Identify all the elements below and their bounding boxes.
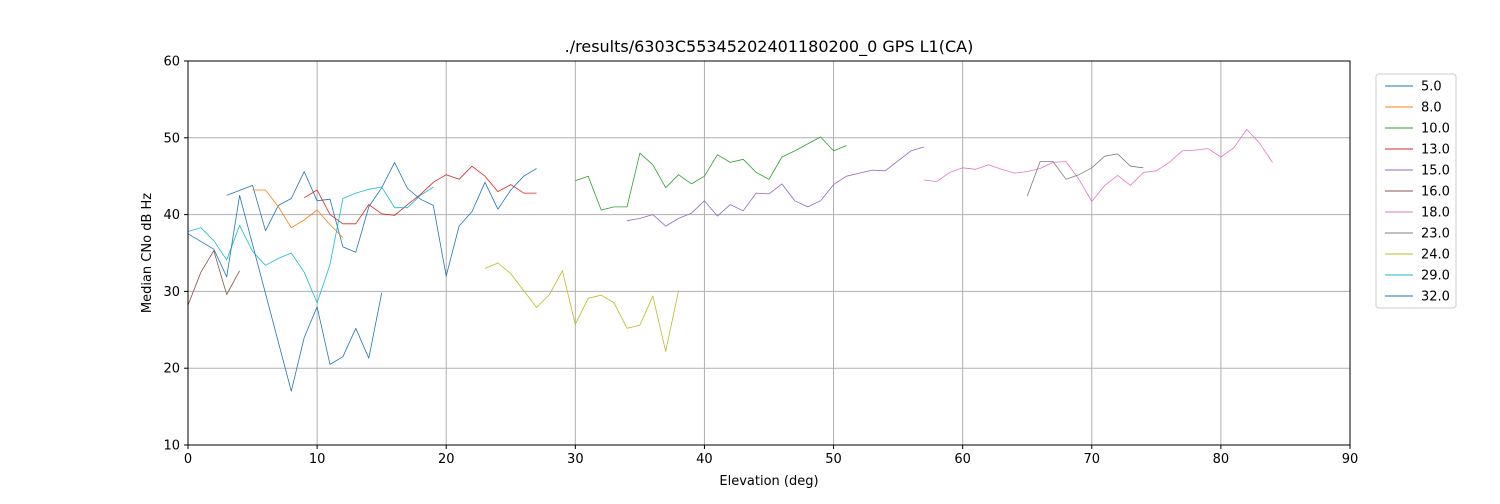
x-tick-label: 80 xyxy=(1213,452,1230,467)
legend-label: 23.0 xyxy=(1421,227,1450,242)
legend-label: 15.0 xyxy=(1421,164,1450,179)
y-tick-label: 40 xyxy=(163,208,180,223)
y-tick-label: 20 xyxy=(163,362,180,377)
series-line-15.0 xyxy=(626,146,925,227)
legend-label: 5.0 xyxy=(1421,80,1442,95)
x-tick-label: 20 xyxy=(438,452,455,467)
series-lines xyxy=(187,128,1273,392)
legend-label: 13.0 xyxy=(1421,143,1450,158)
legend-label: 24.0 xyxy=(1421,248,1450,263)
series-line-5.0 xyxy=(226,161,537,277)
y-axis-label: Median CNo dB Hz xyxy=(140,193,155,313)
y-tick-label: 30 xyxy=(163,285,180,300)
series-line-32.0 xyxy=(187,194,383,392)
series-line-8.0 xyxy=(252,189,344,238)
legend-label: 8.0 xyxy=(1421,101,1442,116)
y-tick-label: 50 xyxy=(163,131,180,146)
series-line-29.0 xyxy=(187,186,434,304)
series-line-10.0 xyxy=(575,136,847,211)
x-axis-label: Elevation (deg) xyxy=(719,474,818,489)
legend-box xyxy=(1375,73,1457,309)
chart-title: ./results/6303C55345202401180200_0 GPS L… xyxy=(565,37,974,57)
x-tick-label: 90 xyxy=(1342,452,1359,467)
legend-label: 29.0 xyxy=(1421,269,1450,284)
y-tick-label: 60 xyxy=(163,55,180,70)
series-line-23.0 xyxy=(1026,153,1144,197)
legend-label: 16.0 xyxy=(1421,185,1450,200)
legend: 5.0 8.0 10.0 13.0 15.0 16.0 18.0 23.0 24.0 29.0 32… xyxy=(1375,73,1457,309)
series-line-13.0 xyxy=(303,165,537,225)
y-tick-label: 10 xyxy=(163,439,180,454)
x-tick-label: 40 xyxy=(696,452,713,467)
x-tick-label: 30 xyxy=(567,452,584,467)
x-tick-label: 0 xyxy=(184,452,192,467)
series-line-24.0 xyxy=(484,262,679,352)
series-line-16.0 xyxy=(187,250,240,306)
x-tick-label: 50 xyxy=(825,452,842,467)
series-line-18.0 xyxy=(923,128,1273,202)
x-tick-label: 70 xyxy=(1084,452,1101,467)
plot-area-frame xyxy=(187,60,1351,446)
legend-label: 18.0 xyxy=(1421,206,1450,221)
x-tick-label: 10 xyxy=(309,452,326,467)
x-tick-label: 60 xyxy=(954,452,971,467)
axis-ticks: 0 10 20 30 40 50 60 70 80 90 10 20 30 40 50 60 xyxy=(163,55,1358,468)
legend-label: 32.0 xyxy=(1421,290,1450,305)
legend-label: 10.0 xyxy=(1421,122,1450,137)
